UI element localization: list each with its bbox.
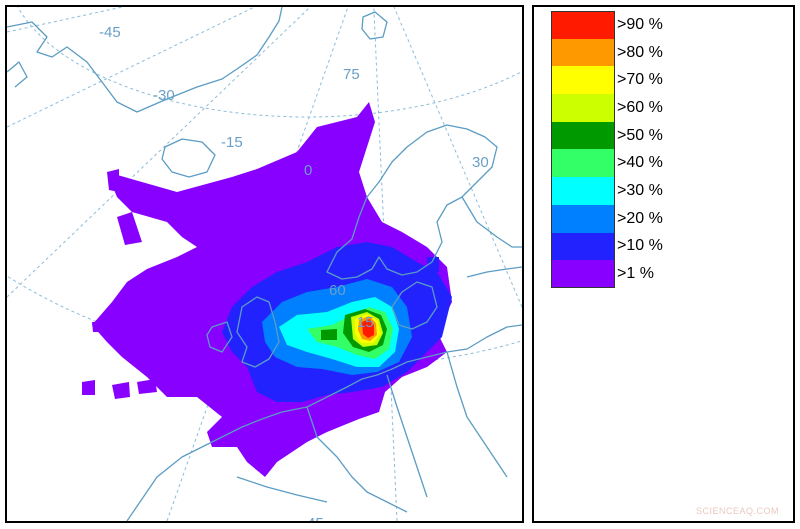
plume-90pct xyxy=(362,319,374,338)
lon-label-minus30: -30 xyxy=(153,87,175,104)
lon-label-0: 0 xyxy=(304,162,312,179)
lon-label-minus45: -45 xyxy=(99,24,121,41)
legend-row-10: >10 % xyxy=(551,232,663,261)
coastlines xyxy=(7,7,522,521)
legend-swatch xyxy=(551,149,615,178)
legend-swatch xyxy=(551,94,615,122)
legend-label: >90 % xyxy=(617,15,663,33)
legend-row-80: >80 % xyxy=(551,38,663,67)
legend-list: >90 % >80 % >70 % >60 % >50 % >40 % >30 … xyxy=(551,11,663,288)
lat-label-75: 75 xyxy=(343,66,360,83)
legend-swatch xyxy=(551,66,615,95)
legend-label: >50 % xyxy=(617,126,663,144)
legend-row-30: >30 % xyxy=(551,177,663,205)
legend-label: >70 % xyxy=(617,71,663,89)
legend-row-40: >40 % xyxy=(551,149,663,178)
legend-swatch xyxy=(551,121,615,150)
legend-row-50: >50 % xyxy=(551,121,663,150)
legend-swatch xyxy=(551,232,615,261)
legend-row-1: >1 % xyxy=(551,260,663,288)
legend-label: >1 % xyxy=(617,265,654,283)
legend-swatch xyxy=(551,11,615,39)
legend-label: >30 % xyxy=(617,181,663,199)
legend-row-90: >90 % xyxy=(551,11,663,39)
legend-label: >60 % xyxy=(617,98,663,116)
lon-label-15: 15 xyxy=(357,314,374,331)
probability-map: -45 -30 -15 0 75 30 60 15 45 xyxy=(5,5,524,523)
legend-swatch xyxy=(551,38,615,67)
lat-label-60: 60 xyxy=(329,282,346,299)
lon-label-30: 30 xyxy=(472,154,489,171)
legend-label: >10 % xyxy=(617,237,663,255)
watermark: SCIENCEAQ.COM xyxy=(695,506,779,516)
legend-row-60: >60 % xyxy=(551,94,663,122)
legend-label: >40 % xyxy=(617,154,663,172)
legend-swatch xyxy=(551,204,615,233)
map-canvas: -45 -30 -15 0 75 30 60 15 45 xyxy=(7,7,522,521)
lon-label-minus15: -15 xyxy=(221,134,243,151)
legend-row-70: >70 % xyxy=(551,66,663,95)
lon-label-45: 45 xyxy=(307,515,324,521)
legend-row-20: >20 % xyxy=(551,204,663,233)
legend-label: >20 % xyxy=(617,209,663,227)
legend-label: >80 % xyxy=(617,43,663,61)
legend: >90 % >80 % >70 % >60 % >50 % >40 % >30 … xyxy=(532,5,795,523)
legend-swatch xyxy=(551,177,615,205)
legend-swatch xyxy=(551,260,615,288)
